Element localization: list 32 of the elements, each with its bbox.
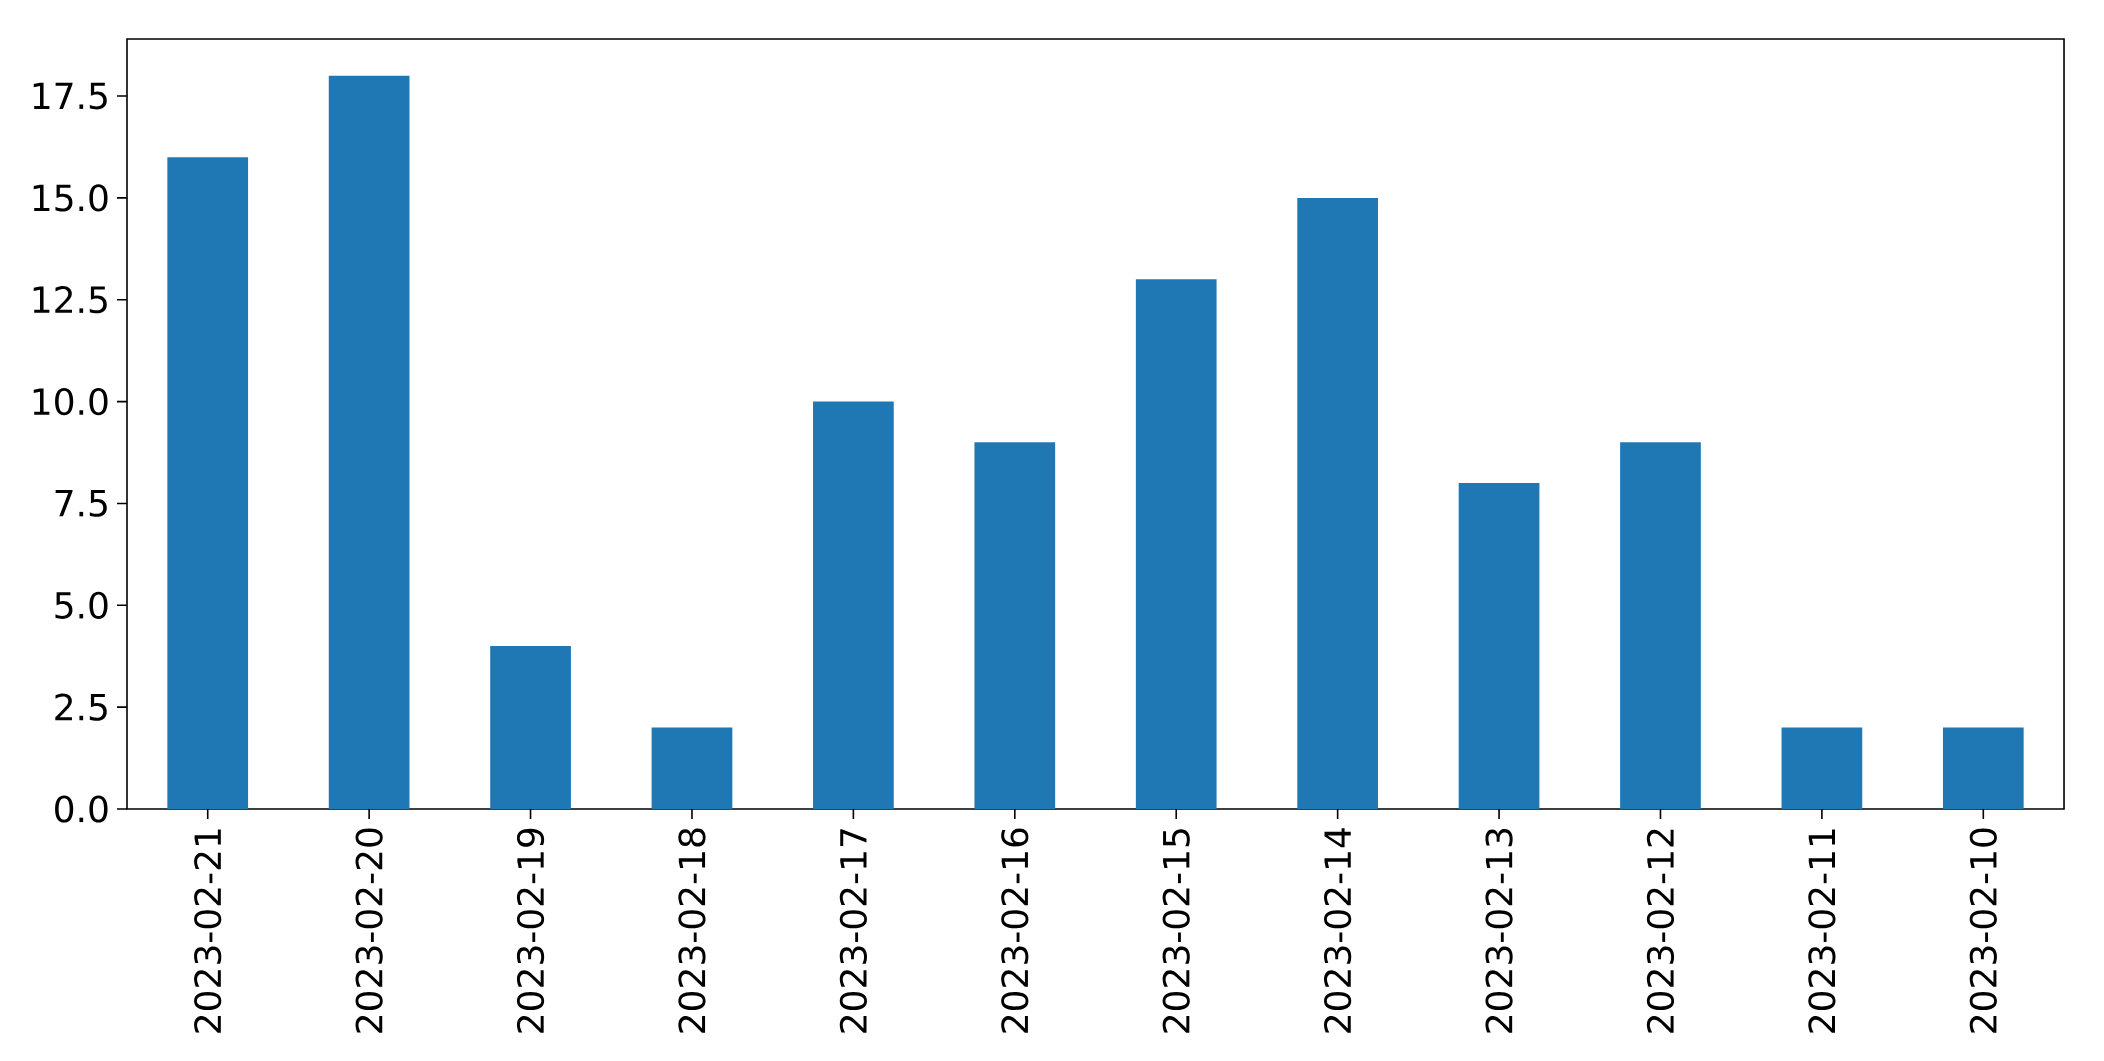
bar <box>1458 483 1540 809</box>
x-tick-label: 2023-02-18 <box>678 828 706 1033</box>
bar <box>167 157 249 809</box>
y-tick-label: 10.0 <box>33 387 108 416</box>
x-tick-label: 2023-02-21 <box>194 829 222 1033</box>
bar <box>490 646 571 809</box>
x-tick-label: 2023-02-10 <box>1969 828 1997 1033</box>
y-tick-label: 0.0 <box>55 795 108 823</box>
bar <box>651 727 733 809</box>
x-tick-label: 2023-02-11 <box>1808 829 1836 1033</box>
x-tick-label: 2023-02-19 <box>516 828 545 1033</box>
bar <box>974 442 1056 809</box>
x-tick-label: 2023-02-15 <box>1162 829 1190 1033</box>
x-tick-label: 2023-02-13 <box>1485 829 1513 1033</box>
y-tick-label: 15.0 <box>33 184 108 212</box>
x-tick-label: 2023-02-16 <box>1001 828 1029 1033</box>
bar <box>1297 197 1378 809</box>
x-tick-label: 2023-02-14 <box>1324 828 1352 1033</box>
x-tick-label: 2023-02-12 <box>1646 829 1675 1033</box>
y-tick-label: 17.5 <box>33 82 107 110</box>
bar <box>1942 727 2024 809</box>
bar <box>328 75 410 809</box>
x-tick-label: 2023-02-17 <box>839 829 867 1033</box>
x-tick-label: 2023-02-20 <box>355 828 383 1033</box>
bar <box>813 401 894 809</box>
bar <box>1135 279 1217 809</box>
y-tick-label: 12.5 <box>33 286 107 314</box>
bar <box>1781 727 1863 809</box>
y-tick-label: 7.5 <box>55 490 107 517</box>
y-tick-label: 5.0 <box>55 591 108 619</box>
bar <box>1620 442 1701 809</box>
y-tick-label: 2.5 <box>55 693 107 721</box>
